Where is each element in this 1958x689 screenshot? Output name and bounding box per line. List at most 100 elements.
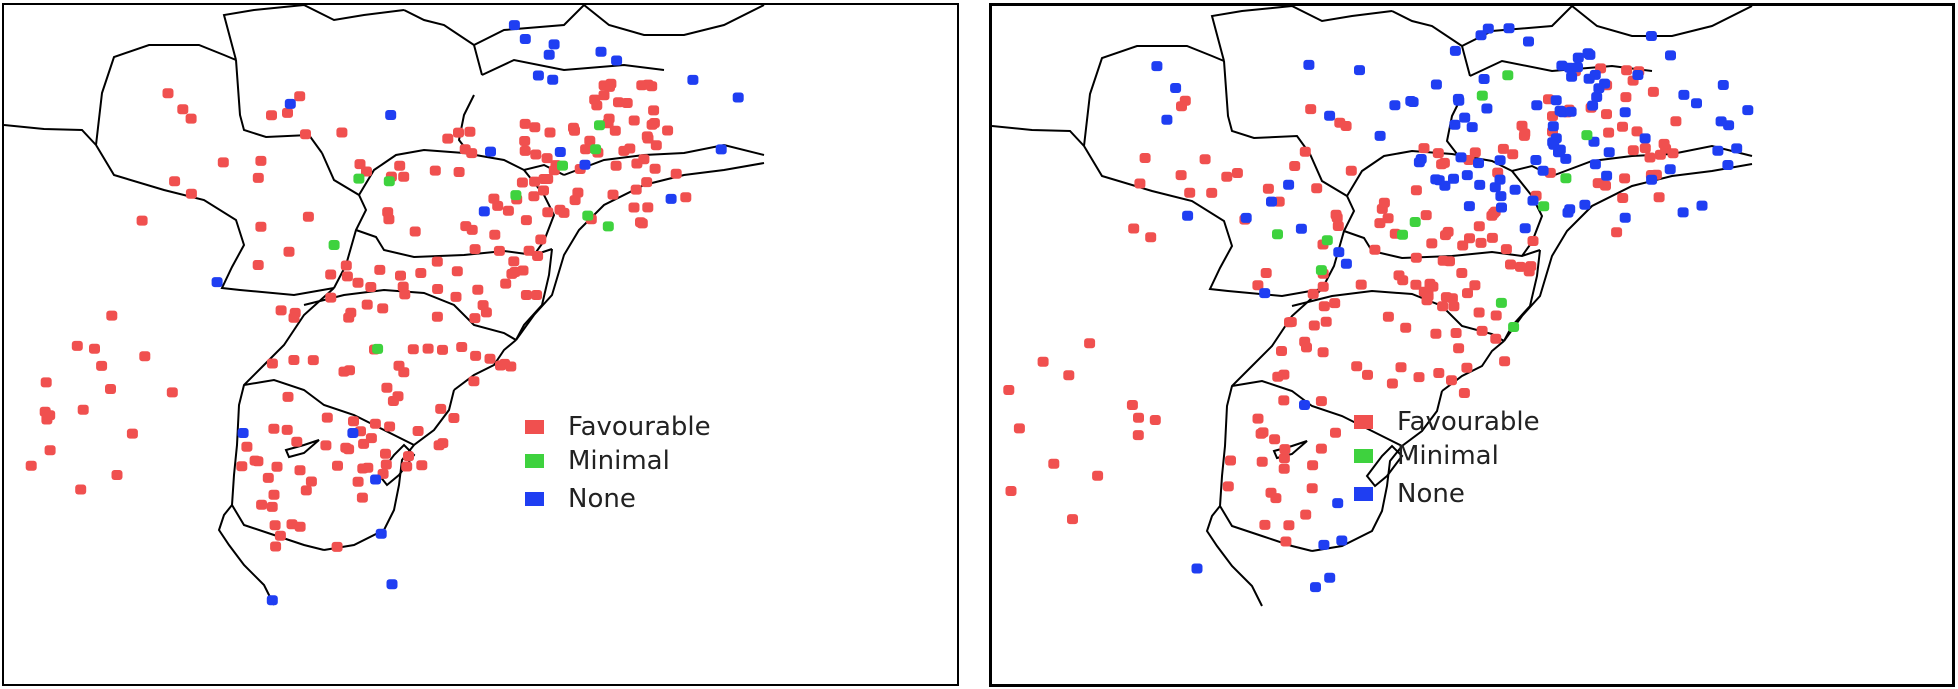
station-marker-favourable [1497, 143, 1509, 154]
station-marker-favourable [383, 214, 395, 225]
station-marker-favourable [450, 291, 462, 302]
station-marker-favourable [1621, 65, 1633, 76]
station-marker-favourable [523, 245, 535, 256]
boundary-line [1083, 145, 1323, 298]
station-marker-none [1324, 572, 1336, 583]
station-marker-favourable [1299, 146, 1311, 157]
station-marker-none [1461, 170, 1473, 181]
station-marker-favourable [1486, 232, 1498, 243]
legend-label-none: None [1397, 479, 1465, 509]
station-marker-minimal [557, 160, 568, 171]
station-marker-favourable [1279, 444, 1291, 455]
station-marker-none [1548, 139, 1560, 150]
station-marker-favourable [1458, 388, 1470, 398]
station-marker-favourable [500, 278, 512, 289]
station-marker-favourable [291, 436, 303, 447]
station-marker-favourable [71, 340, 83, 351]
station-marker-none [1601, 170, 1613, 181]
station-marker-favourable [1315, 396, 1327, 407]
station-marker-minimal [590, 144, 602, 155]
station-marker-favourable [516, 177, 528, 188]
station-marker-none [1463, 201, 1475, 212]
station-marker-favourable [300, 129, 311, 140]
station-marker-none [1619, 107, 1631, 118]
station-marker-favourable [1446, 293, 1458, 304]
station-marker-none [1430, 79, 1442, 90]
station-marker-favourable [412, 426, 424, 436]
boundary-line [1511, 170, 1544, 257]
station-marker-favourable [429, 165, 441, 176]
station-marker-favourable [77, 404, 89, 415]
station-marker-favourable [529, 122, 541, 133]
station-marker-favourable [1308, 320, 1320, 331]
station-marker-none [579, 159, 591, 170]
station-marker-minimal [594, 120, 605, 131]
station-marker-favourable [535, 234, 547, 245]
station-marker-favourable [374, 264, 386, 275]
station-marker-favourable [185, 188, 197, 199]
station-marker-favourable [492, 200, 504, 211]
station-marker-favourable [1355, 279, 1367, 290]
station-marker-favourable [1231, 168, 1243, 178]
station-marker-favourable [1490, 333, 1502, 344]
station-marker-favourable [610, 160, 622, 171]
station-marker-favourable [1222, 481, 1234, 492]
station-marker-favourable [1037, 356, 1049, 367]
station-marker-favourable [1260, 268, 1272, 278]
station-marker-favourable [1320, 316, 1332, 327]
station-marker-favourable [1420, 210, 1432, 221]
station-marker-favourable [469, 313, 481, 324]
station-marker-favourable [352, 277, 364, 288]
station-marker-none [1151, 61, 1163, 72]
station-marker-favourable [387, 396, 399, 406]
legend-label-none: None [568, 484, 636, 514]
station-marker-minimal [1315, 265, 1327, 276]
station-marker-favourable [380, 448, 391, 459]
station-marker-favourable [1139, 153, 1151, 163]
station-marker-minimal [1397, 229, 1408, 240]
station-marker-favourable [365, 282, 377, 292]
station-marker-none [1646, 174, 1658, 185]
station-marker-none [665, 193, 677, 204]
station-marker-none [1430, 174, 1442, 185]
station-marker-favourable [44, 445, 56, 456]
station-marker-favourable [1315, 443, 1327, 454]
station-marker-none [1413, 157, 1425, 168]
station-marker-favourable [572, 187, 584, 198]
station-marker-favourable [1490, 310, 1502, 321]
station-marker-none [732, 92, 744, 103]
station-marker-favourable [451, 266, 463, 277]
station-marker-favourable [1523, 266, 1535, 277]
station-marker-favourable [636, 218, 648, 229]
station-marker-favourable [241, 441, 253, 452]
station-marker-favourable [580, 144, 592, 155]
station-marker-none [1632, 70, 1644, 80]
station-marker-favourable [1397, 275, 1409, 286]
station-marker-favourable [1005, 486, 1017, 496]
boundary-line [1223, 60, 1311, 155]
station-marker-none [1455, 152, 1467, 163]
station-marker-favourable [1382, 311, 1394, 322]
station-marker-none [1503, 23, 1515, 34]
station-marker-none [386, 579, 398, 590]
station-marker-favourable [1410, 279, 1422, 290]
station-marker-favourable [1175, 170, 1187, 181]
station-marker-none [1310, 582, 1321, 593]
station-marker-favourable [1063, 370, 1075, 381]
station-marker-favourable [1499, 356, 1511, 367]
station-marker-none [1591, 92, 1603, 102]
station-marker-favourable [1386, 378, 1398, 389]
boundary-line [230, 287, 335, 551]
station-marker-favourable [266, 501, 278, 512]
station-marker-favourable [1653, 192, 1665, 203]
station-marker-favourable [398, 171, 410, 182]
boundary-line [222, 5, 405, 61]
station-marker-favourable [1436, 159, 1448, 170]
station-marker-none [1583, 73, 1595, 84]
station-marker-favourable [271, 461, 283, 472]
station-marker-favourable [369, 418, 381, 429]
station-marker-favourable [422, 343, 434, 354]
station-marker-none [1712, 145, 1724, 156]
boundary-line [303, 288, 517, 341]
station-marker-favourable [1184, 187, 1196, 198]
